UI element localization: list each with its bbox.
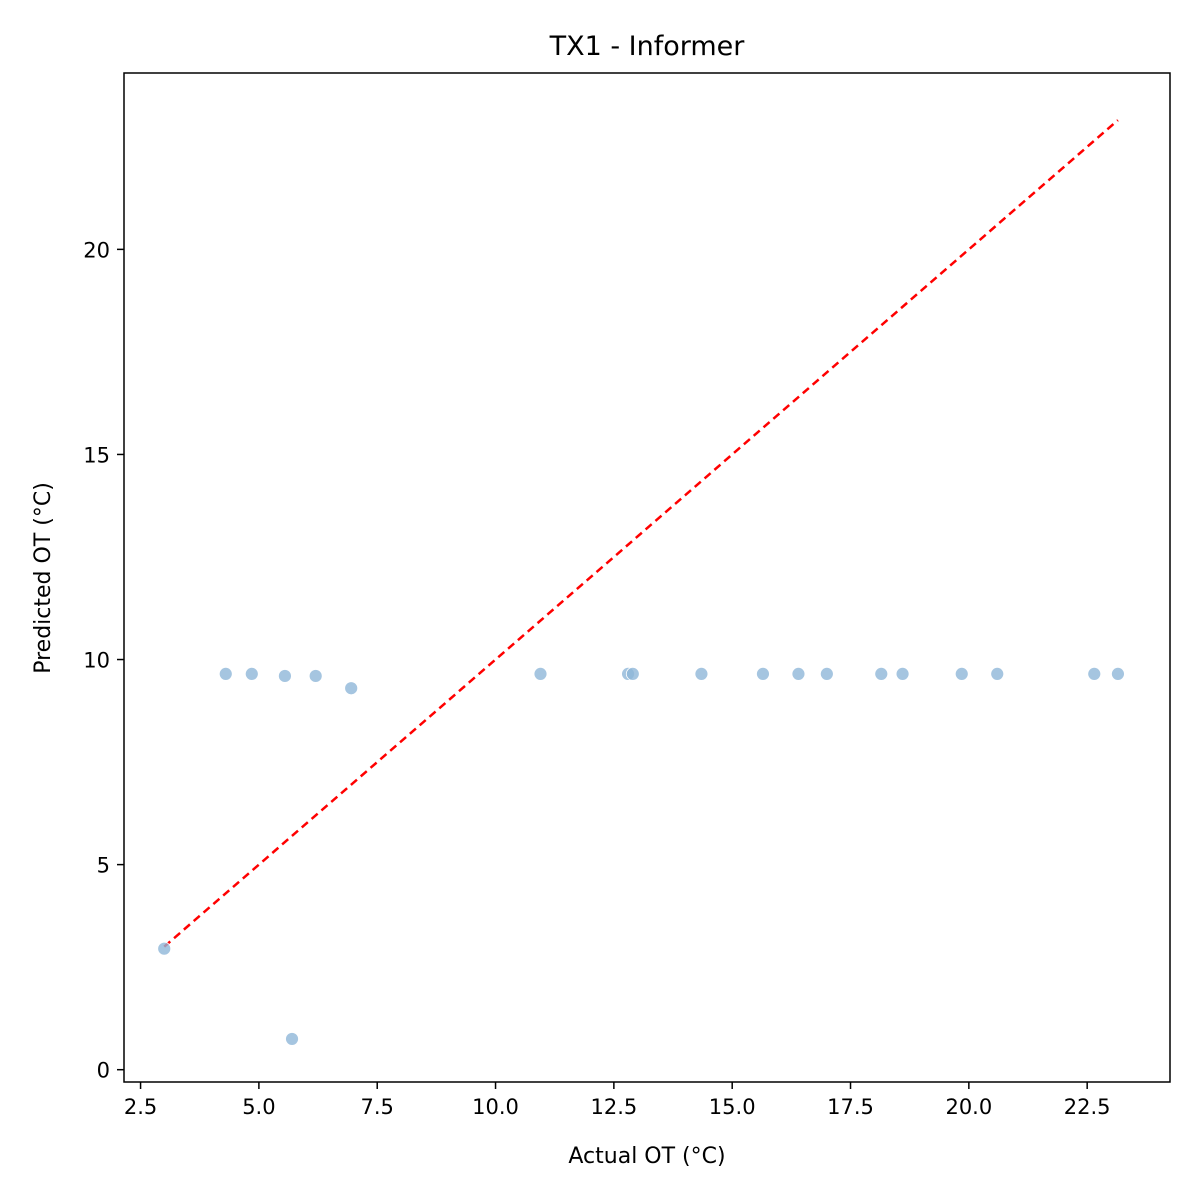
- x-tick-label: 20.0: [945, 1095, 992, 1119]
- x-tick-label: 2.5: [124, 1095, 157, 1119]
- data-point: [990, 666, 1005, 681]
- data-point: [954, 666, 969, 681]
- x-tick-label: 17.5: [827, 1095, 874, 1119]
- data-point: [694, 666, 709, 681]
- y-tick-label: 10: [83, 649, 110, 673]
- data-point: [756, 666, 770, 681]
- data-point: [218, 666, 233, 681]
- reference-line-layer: [163, 119, 1119, 948]
- y-axis-label: Predicted OT (°C): [31, 482, 56, 674]
- x-tick-label: 15.0: [709, 1095, 756, 1119]
- data-point: [791, 666, 806, 681]
- data-point: [1087, 666, 1102, 681]
- x-tick-label: 22.5: [1064, 1095, 1111, 1119]
- data-point: [1111, 666, 1125, 681]
- plot-frame: [123, 72, 1171, 1083]
- y-tick-label: 5: [97, 854, 110, 878]
- y-tick-label: 0: [97, 1059, 110, 1083]
- y-tick-label: 15: [83, 443, 110, 467]
- y-axis: 0 5 10 15 20: [83, 238, 124, 1083]
- data-point: [157, 941, 172, 956]
- x-tick-label: 5.0: [242, 1095, 275, 1119]
- plot-area: [123, 72, 1171, 1083]
- data-point: [895, 666, 910, 681]
- x-axis: 2.5 5.0 7.5 10.0 12.5 15.0 17.5 20.0 22.5: [124, 1082, 1111, 1119]
- y-tick-label: 20: [83, 238, 110, 262]
- data-point: [278, 669, 292, 683]
- data-point: [874, 666, 889, 681]
- data-point: [533, 666, 548, 681]
- x-tick-label: 10.0: [472, 1095, 519, 1119]
- data-point: [625, 666, 640, 681]
- data-point: [344, 681, 359, 696]
- data-point: [819, 666, 834, 681]
- data-point: [285, 1032, 299, 1046]
- x-axis-label: Actual OT (°C): [568, 1144, 725, 1169]
- x-tick-label: 7.5: [361, 1095, 394, 1119]
- points-layer: [157, 666, 1125, 1046]
- data-point: [308, 669, 323, 683]
- identity-reference-line: [163, 119, 1119, 948]
- x-tick-label: 12.5: [590, 1095, 637, 1119]
- chart-title: TX1 - Informer: [549, 31, 746, 62]
- data-point: [244, 666, 259, 681]
